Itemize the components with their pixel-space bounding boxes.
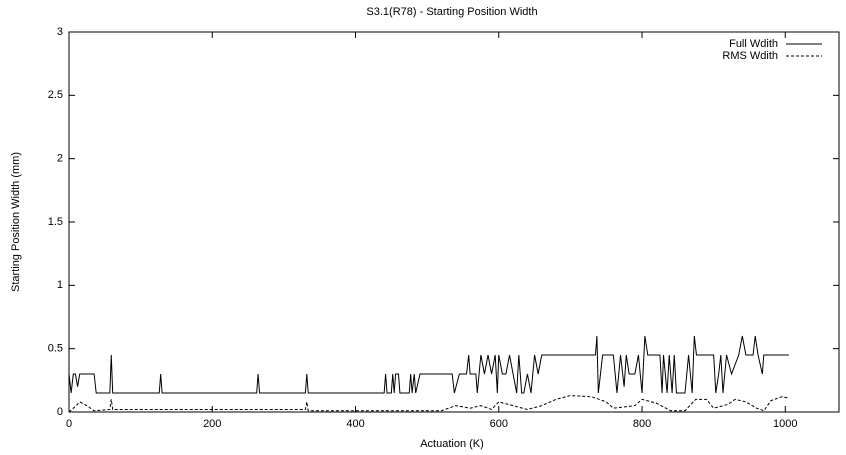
x-tick-label: 800: [633, 418, 651, 430]
chart-title: S3.1(R78) - Starting Position Width: [366, 6, 537, 18]
y-tick-label: 1.5: [48, 216, 63, 228]
legend-label: RMS Wdith: [722, 50, 778, 62]
y-axis-label: Starting Position Width (mm): [10, 152, 22, 292]
x-tick-label: 200: [203, 418, 221, 430]
y-tick-label: 3: [57, 26, 63, 38]
legend-label: Full Wdith: [729, 38, 778, 50]
plot-frame: [68, 31, 840, 413]
x-tick-label: 400: [346, 418, 364, 430]
y-tick-label: 0: [57, 406, 63, 418]
x-axis-label: Actuation (K): [420, 438, 484, 450]
series-line: [68, 395, 789, 413]
x-tick-label: 600: [490, 418, 508, 430]
x-tick-label: 0: [66, 418, 72, 430]
y-tick-label: 2: [57, 153, 63, 165]
y-tick-label: 1: [57, 279, 63, 291]
series-line: [68, 335, 789, 394]
y-tick-label: 2.5: [48, 89, 63, 101]
x-tick-label: 1000: [773, 418, 797, 430]
y-tick-label: 0.5: [48, 343, 63, 355]
